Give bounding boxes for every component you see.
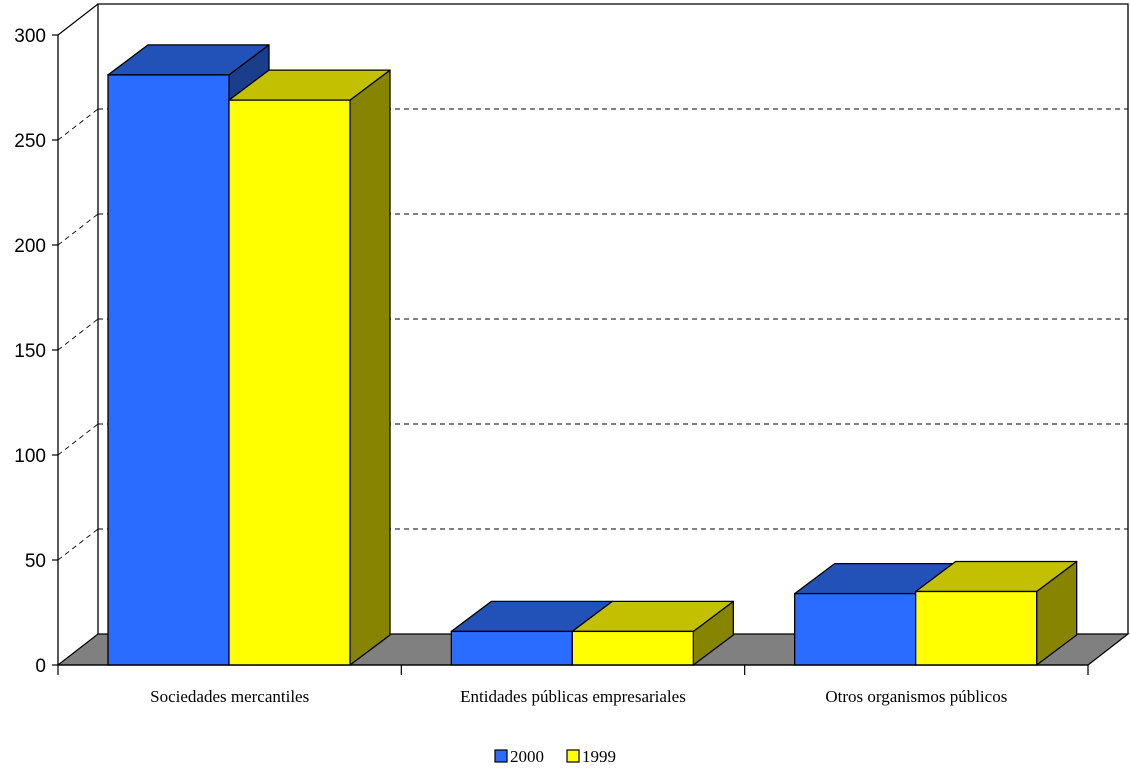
y-tick-label: 200: [14, 236, 46, 257]
bar-side-1-0: [349, 69, 391, 666]
wall-top-edge: [57, 3, 99, 36]
gridline-left-50: [57, 528, 99, 561]
gridline-left-250: [57, 108, 99, 141]
bar-0-1: [450, 630, 573, 666]
legend: 2000 1999: [494, 747, 616, 766]
y-tick-label: 100: [14, 446, 46, 467]
gridline-left-200: [57, 213, 99, 246]
bar-0-2: [794, 592, 917, 666]
category-label: Sociedades mercantiles: [150, 687, 309, 706]
bars: [107, 44, 1078, 666]
bar-1-2: [915, 590, 1038, 666]
category-label: Otros organismos públicos: [825, 687, 1007, 706]
bar-0-0: [107, 74, 230, 666]
y-tick-label: 0: [35, 656, 46, 677]
x-axis: Sociedades mercantiles Entidades públicas…: [57, 664, 1089, 706]
legend-label: 1999: [582, 747, 616, 766]
y-tick-label: 250: [14, 131, 46, 152]
y-tick-label: 50: [25, 551, 46, 572]
gridline-left-100: [57, 423, 99, 456]
bar-1-1: [571, 630, 694, 666]
legend-swatch-1999: [566, 749, 580, 763]
y-tick-label: 300: [14, 26, 46, 47]
bar-1-0: [228, 99, 351, 666]
legend-label: 2000: [510, 747, 544, 766]
category-label: Entidades públicas empresariales: [460, 687, 686, 706]
y-tick-label: 150: [14, 341, 46, 362]
y-axis: 0 50 100 150 200 250 300: [14, 26, 59, 677]
gridline-left-150: [57, 318, 99, 351]
legend-swatch-2000: [494, 749, 508, 763]
